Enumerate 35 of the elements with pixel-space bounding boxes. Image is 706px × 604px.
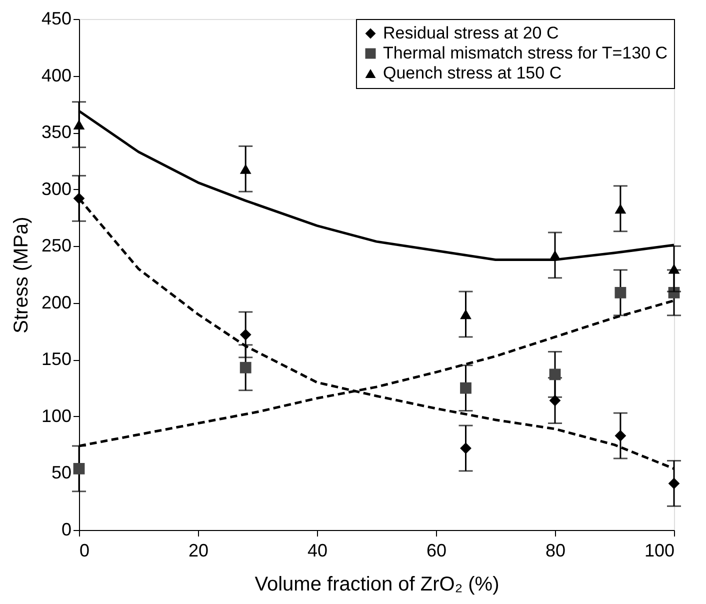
legend-label: Residual stress at 20 C	[383, 24, 559, 42]
y-tick-label: 300	[41, 178, 72, 199]
x-axis-title: Volume fraction of ZrO₂ (%)	[254, 574, 500, 596]
y-tick-label: 350	[41, 122, 72, 142]
y-tick-label: 50	[51, 462, 72, 483]
x-tick-label: 0	[80, 540, 90, 560]
point	[614, 286, 626, 298]
y-tick-label: 100	[41, 406, 72, 426]
x-tick-label: 20	[188, 540, 209, 560]
x-tick-label: 60	[426, 540, 447, 560]
y-tick-label: 250	[41, 236, 72, 256]
y-tick-label: 0	[61, 520, 72, 540]
point	[668, 264, 680, 274]
y-axis-title: Stress (MPa)	[10, 216, 32, 334]
legend-label: Thermal mismatch stress for T=130 C	[383, 44, 668, 62]
y-tick-label: 400	[41, 65, 72, 86]
point	[549, 368, 561, 380]
point	[240, 328, 252, 340]
point	[240, 164, 252, 174]
legend-label: Quench stress at 150 C	[383, 64, 562, 82]
point	[460, 309, 472, 320]
point	[73, 462, 85, 474]
y-tick-label: 450	[41, 8, 72, 28]
x-tick-label: 80	[545, 540, 566, 560]
point	[73, 120, 85, 130]
x-tick-label: 40	[307, 540, 328, 560]
x-tick-label: 100	[644, 540, 674, 560]
point	[614, 204, 626, 214]
point	[240, 362, 252, 374]
y-tick-label: 150	[41, 349, 72, 370]
point	[614, 430, 626, 442]
point	[460, 382, 472, 394]
y-tick-label: 200	[41, 292, 72, 312]
point	[460, 442, 472, 454]
point	[668, 478, 680, 490]
